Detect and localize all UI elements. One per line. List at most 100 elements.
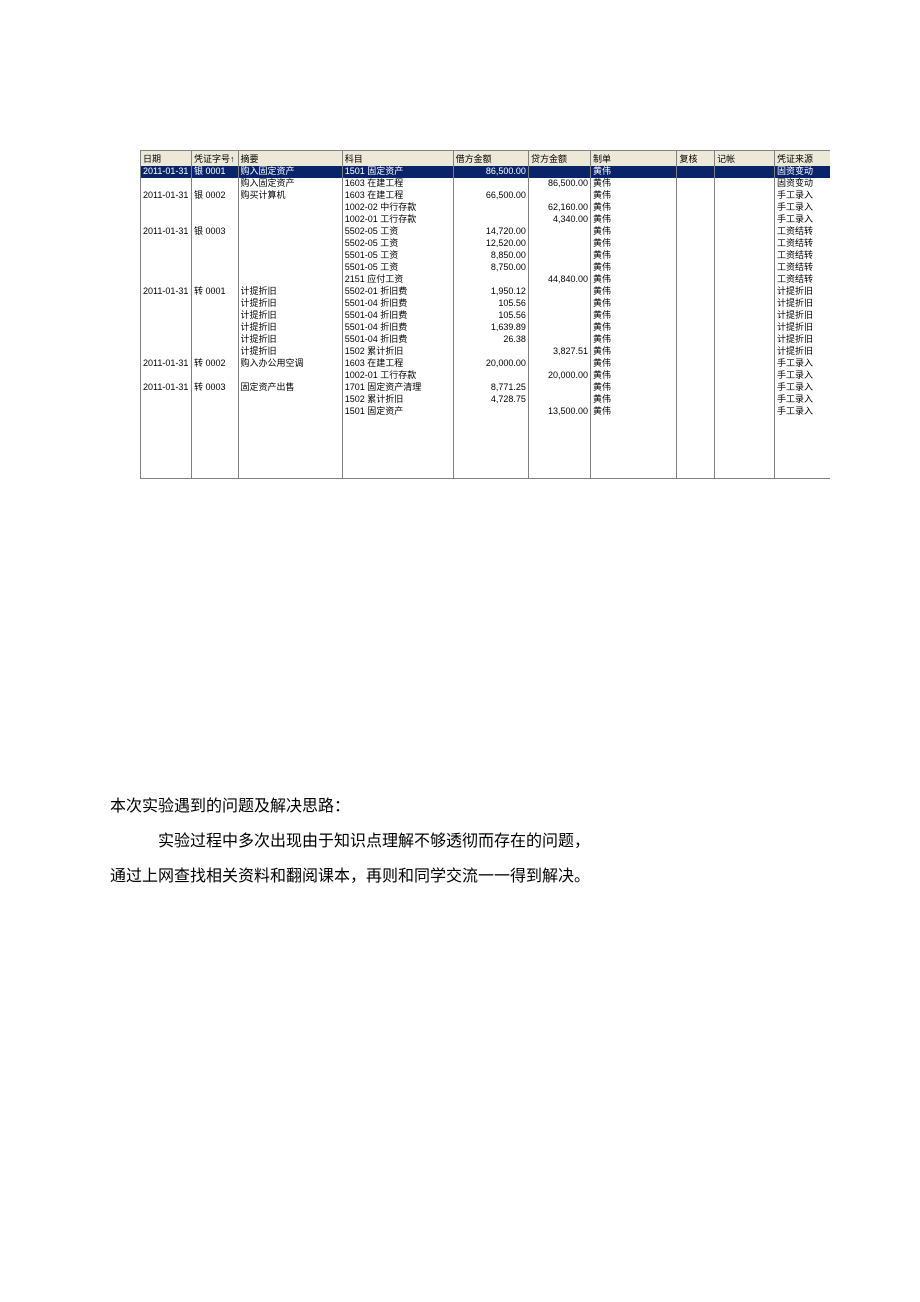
cell-prepare: 黄伟 [591,190,677,202]
cell-subject: 5501-04 折旧费 [342,310,453,322]
cell-credit [528,226,590,238]
cell-review [677,202,715,214]
cell-summary: 计提折旧 [238,322,342,334]
cell-date [141,406,192,418]
cell-summary [238,262,342,274]
cell-source: 手工录入 [775,214,831,226]
table-row[interactable]: 计提折旧5501-04 折旧费105.56黄伟计提折旧 [141,310,831,322]
paragraph-2: 实验过程中多次出现由于知识点理解不够透彻而存在的问题， [110,824,810,859]
table-row[interactable]: 1002-01 工行存款20,000.00黄伟手工录入 [141,370,831,382]
table-row[interactable]: 1002-01 工行存款4,340.00黄伟手工录入 [141,214,831,226]
cell-prepare: 黄伟 [591,298,677,310]
cell-subject: 5501-05 工资 [342,262,453,274]
cell-date [141,334,192,346]
cell-subject: 1002-01 工行存款 [342,214,453,226]
cell-summary [238,214,342,226]
cell-subject: 1501 固定资产 [342,166,453,178]
cell-date [141,178,192,190]
cell-prepare: 黄伟 [591,358,677,370]
cell-summary: 购买计算机 [238,190,342,202]
table-row[interactable]: 计提折旧5501-04 折旧费1,639.89黄伟计提折旧 [141,322,831,334]
table-row[interactable]: 1002-02 中行存款62,160.00黄伟手工录入 [141,202,831,214]
table-row[interactable]: 2011-01-31转 0003固定资产出售1701 固定资产清理8,771.2… [141,382,831,394]
cell-date [141,274,192,286]
cell-prepare: 黄伟 [591,238,677,250]
col-header-date[interactable]: 日期 [141,151,192,167]
cell-credit [528,238,590,250]
col-header-subject[interactable]: 科目 [342,151,453,167]
cell-source: 计提折旧 [775,310,831,322]
cell-summary: 购入办公用空调 [238,358,342,370]
table-row[interactable]: 2011-01-31银 00035502-05 工资14,720.00黄伟工资结… [141,226,831,238]
col-header-prepare[interactable]: 制单 [591,151,677,167]
cell-subject: 1603 在建工程 [342,178,453,190]
cell-review [677,250,715,262]
cell-debit: 12,520.00 [453,238,528,250]
cell-date: 2011-01-31 [141,190,192,202]
col-header-post[interactable]: 记帐 [715,151,775,167]
table-row[interactable]: 1502 累计折旧4,728.75黄伟手工录入 [141,394,831,406]
table-row[interactable]: 计提折旧1502 累计折旧3,827.51黄伟计提折旧 [141,346,831,358]
cell-prepare: 黄伟 [591,382,677,394]
table-row[interactable]: 2011-01-31银 0001购入固定资产1501 固定资产86,500.00… [141,166,831,178]
cell-prepare: 黄伟 [591,346,677,358]
table-row[interactable]: 2151 应付工资44,840.00黄伟工资结转 [141,274,831,286]
cell-subject: 1701 固定资产清理 [342,382,453,394]
table-row[interactable]: 计提折旧5501-04 折旧费105.56黄伟计提折旧 [141,298,831,310]
cell-post [715,238,775,250]
cell-summary: 计提折旧 [238,298,342,310]
col-header-review[interactable]: 复核 [677,151,715,167]
cell-source: 手工录入 [775,406,831,418]
cell-post [715,226,775,238]
cell-subject: 1002-01 工行存款 [342,370,453,382]
table-row[interactable]: 2011-01-31转 0001计提折旧5502-01 折旧费1,950.12黄… [141,286,831,298]
cell-debit: 26.38 [453,334,528,346]
cell-credit [528,286,590,298]
cell-subject: 1603 在建工程 [342,190,453,202]
cell-voucher [191,274,238,286]
col-header-credit[interactable]: 贷方金额 [528,151,590,167]
col-header-source[interactable]: 凭证来源 [775,151,831,167]
cell-source: 固资变动 [775,166,831,178]
cell-voucher [191,238,238,250]
cell-summary [238,370,342,382]
cell-credit [528,298,590,310]
table-row[interactable]: 5501-05 工资8,750.00黄伟工资结转 [141,262,831,274]
cell-subject: 1502 累计折旧 [342,394,453,406]
cell-debit: 1,639.89 [453,322,528,334]
cell-post [715,274,775,286]
cell-subject: 1502 累计折旧 [342,346,453,358]
cell-credit: 3,827.51 [528,346,590,358]
cell-voucher [191,298,238,310]
cell-voucher [191,346,238,358]
table-row[interactable]: 2011-01-31银 0002购买计算机1603 在建工程66,500.00黄… [141,190,831,202]
table-row[interactable]: 1501 固定资产13,500.00黄伟手工录入 [141,406,831,418]
col-header-summary[interactable]: 摘要 [238,151,342,167]
cell-credit [528,382,590,394]
cell-subject: 5502-05 工资 [342,226,453,238]
col-header-debit[interactable]: 借方金额 [453,151,528,167]
table-row[interactable]: 2011-01-31转 0002购入办公用空调1603 在建工程20,000.0… [141,358,831,370]
cell-prepare: 黄伟 [591,406,677,418]
cell-post [715,382,775,394]
table-row[interactable]: 计提折旧5501-04 折旧费26.38黄伟计提折旧 [141,334,831,346]
cell-prepare: 黄伟 [591,250,677,262]
cell-review [677,310,715,322]
cell-review [677,274,715,286]
cell-subject: 5502-05 工资 [342,238,453,250]
cell-source: 工资结转 [775,238,831,250]
voucher-table-container: 日期凭证字号↑摘要科目借方金额贷方金额制单复核记帐凭证来源 2011-01-31… [140,150,830,479]
cell-subject: 1603 在建工程 [342,358,453,370]
table-row[interactable]: 购入固定资产1603 在建工程86,500.00黄伟固资变动 [141,178,831,190]
body-text: 本次实验遇到的问题及解决思路： 实验过程中多次出现由于知识点理解不够透彻而存在的… [110,789,810,895]
table-row-empty [141,418,831,478]
col-header-voucher[interactable]: 凭证字号↑ [191,151,238,167]
cell-post [715,250,775,262]
cell-prepare: 黄伟 [591,286,677,298]
cell-post [715,214,775,226]
table-row[interactable]: 5502-05 工资12,520.00 黄伟 工资结转 [141,238,831,250]
cell-prepare: 黄伟 [591,322,677,334]
table-row[interactable]: 5501-05 工资8,850.00黄伟工资结转 [141,250,831,262]
cell-summary: 计提折旧 [238,286,342,298]
cell-post [715,166,775,178]
